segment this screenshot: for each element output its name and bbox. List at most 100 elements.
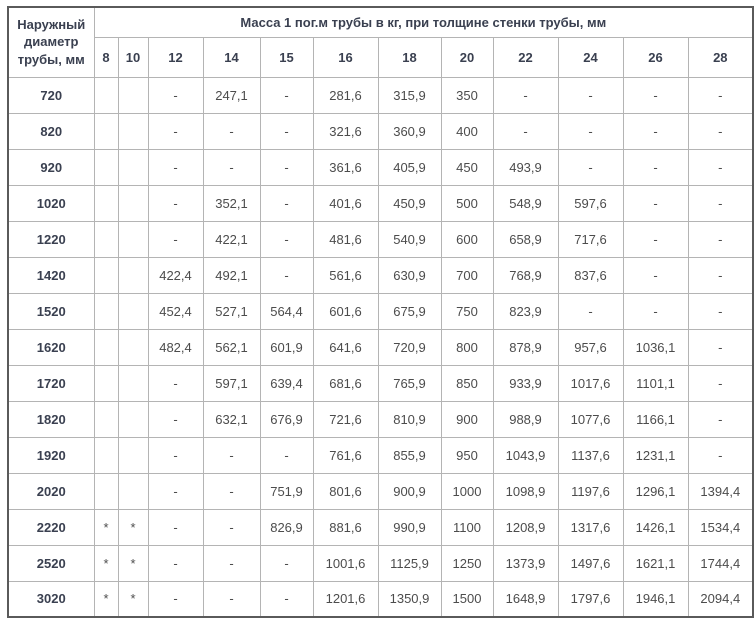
mass-cell: -: [202, 148, 261, 186]
mass-cell: -: [622, 220, 689, 258]
table-row: 920 - - -361,6 405,9 450 493,9- - -: [7, 148, 754, 186]
header-row-top: Наружный диаметр трубы, мм Масса 1 пог.м…: [7, 6, 754, 78]
mass-cell: 548,9: [492, 184, 559, 222]
mass-cell: 1500: [440, 580, 494, 618]
mass-cell: 422,4: [147, 256, 204, 294]
diameter-cell: 920: [7, 148, 95, 186]
mass-cell: -: [622, 256, 689, 294]
mass-cell: 1000: [440, 472, 494, 510]
mass-cell: -: [259, 76, 314, 114]
mass-cell: [117, 472, 149, 510]
mass-cell: -: [687, 220, 754, 258]
diameter-cell: 1520: [7, 292, 95, 330]
diameter-cell: 3020: [7, 580, 95, 618]
mass-cell: -: [687, 328, 754, 366]
mass-cell: -: [622, 184, 689, 222]
mass-cell: 561,6: [312, 256, 379, 294]
mass-cell: -: [202, 112, 261, 150]
mass-cell: -: [259, 580, 314, 618]
mass-cell: [93, 436, 119, 474]
mass-cell: 450: [440, 148, 494, 186]
mass-cell: 422,1: [202, 220, 261, 258]
mass-cell: 990,9: [377, 508, 442, 546]
mass-cell: 1101,1: [622, 364, 689, 402]
mass-cell: 247,1: [202, 76, 261, 114]
table-body: 720 -247,1-281,6 315,9 350- - - - 820 - - -321,…: [7, 76, 754, 618]
mass-cell: 675,9: [377, 292, 442, 330]
mass-cell: [117, 148, 149, 186]
mass-cell: -: [147, 400, 204, 438]
mass-cell: 350: [440, 76, 494, 114]
thickness-header-cell: 16: [312, 36, 379, 78]
mass-cell: 1946,1: [622, 580, 689, 618]
thickness-header-cell: 15: [259, 36, 314, 78]
pipe-mass-table: Наружный диаметр трубы, мм Масса 1 пог.м…: [7, 6, 755, 618]
mass-cell: 1426,1: [622, 508, 689, 546]
mass-cell: 630,9: [377, 256, 442, 294]
mass-cell: [117, 76, 149, 114]
mass-cell: -: [147, 508, 204, 546]
thickness-header-cell: 10: [117, 36, 149, 78]
mass-cell: 1137,6: [557, 436, 624, 474]
mass-cell: 1797,6: [557, 580, 624, 618]
mass-cell: 540,9: [377, 220, 442, 258]
mass-cell: 400: [440, 112, 494, 150]
mass-cell: 481,6: [312, 220, 379, 258]
mass-cell: 1036,1: [622, 328, 689, 366]
mass-cell: 493,9: [492, 148, 559, 186]
thickness-header-cell: 12: [147, 36, 204, 78]
mass-cell: 361,6: [312, 148, 379, 186]
diameter-cell: 1620: [7, 328, 95, 366]
mass-cell: 826,9: [259, 508, 314, 546]
mass-cell: 632,1: [202, 400, 261, 438]
mass-cell: -: [147, 580, 204, 618]
mass-cell: [117, 220, 149, 258]
thickness-header-row: 8 10 12 14 15 16 18 20 22 24 26 28: [8, 36, 754, 78]
mass-cell: 810,9: [377, 400, 442, 438]
mass-cell: -: [622, 76, 689, 114]
mass-cell: -: [147, 148, 204, 186]
mass-cell: -: [492, 76, 559, 114]
mass-cell: 601,9: [259, 328, 314, 366]
mass-cell: [117, 184, 149, 222]
mass-cell: 1648,9: [492, 580, 559, 618]
table-row: 1920 - - -761,6 855,9 950 1043,9 1137,6 1231,1-: [7, 436, 754, 474]
mass-cell: 801,6: [312, 472, 379, 510]
mass-cell: 1317,6: [557, 508, 624, 546]
mass-cell: -: [687, 436, 754, 474]
mass-cell: 1166,1: [622, 400, 689, 438]
mass-cell: -: [202, 436, 261, 474]
mass-cell: 751,9: [259, 472, 314, 510]
mass-cell: 1373,9: [492, 544, 559, 582]
mass-cell: [93, 400, 119, 438]
mass-cell: 315,9: [377, 76, 442, 114]
mass-cell: 1043,9: [492, 436, 559, 474]
mass-cell: 800: [440, 328, 494, 366]
mass-cell: -: [687, 364, 754, 402]
table-row: 1020 -352,1-401,6 450,9 500 548,9 597,6- -: [7, 184, 754, 222]
thickness-header-cell: 14: [202, 36, 261, 78]
mass-cell: [93, 292, 119, 330]
mass-cell: 658,9: [492, 220, 559, 258]
mass-cell: -: [622, 112, 689, 150]
mass-cell: -: [259, 436, 314, 474]
mass-cell: 933,9: [492, 364, 559, 402]
diameter-cell: 1920: [7, 436, 95, 474]
mass-cell: 761,6: [312, 436, 379, 474]
diameter-cell: 2520: [7, 544, 95, 582]
diameter-cell: 1020: [7, 184, 95, 222]
mass-cell: -: [202, 580, 261, 618]
mass-cell: 988,9: [492, 400, 559, 438]
thickness-header-cell: 22: [492, 36, 559, 78]
diameter-cell: 1220: [7, 220, 95, 258]
mass-cell: -: [622, 148, 689, 186]
mass-cell: -: [687, 292, 754, 330]
mass-cell: -: [259, 112, 314, 150]
mass-cell: 1350,9: [377, 580, 442, 618]
mass-cell: -: [259, 184, 314, 222]
mass-cell: 600: [440, 220, 494, 258]
diameter-cell: 820: [7, 112, 95, 150]
table-row: 1220 -422,1-481,6 540,9 600 658,9 717,6- -: [7, 220, 754, 258]
mass-cell: 1017,6: [557, 364, 624, 402]
